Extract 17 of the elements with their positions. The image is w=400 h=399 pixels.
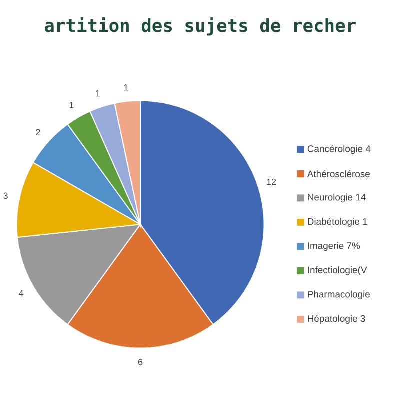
data-label: 4: [18, 290, 24, 296]
legend-label: Neurologie 14: [308, 194, 366, 203]
data-label: 1: [70, 102, 74, 108]
chart-title: artition des sujets de recher: [44, 17, 356, 36]
data-label: 3: [4, 192, 8, 199]
legend-label: Hépatologie 3: [308, 314, 366, 324]
legend-label: Imagerie 7%: [308, 242, 360, 252]
legend-label: Infectiologie(V: [308, 266, 368, 276]
legend-label: Athérosclérose: [307, 170, 370, 178]
data-label: 12: [267, 178, 276, 186]
data-label: 1: [96, 90, 100, 97]
legend-label: Diabétologie 1: [308, 218, 368, 227]
legend-label: Cancérologie 4: [308, 145, 371, 154]
data-label: 1: [124, 84, 128, 91]
legend-label: Pharmacologie: [308, 290, 370, 300]
data-label: 6: [138, 359, 143, 366]
data-label: 2: [36, 129, 40, 136]
